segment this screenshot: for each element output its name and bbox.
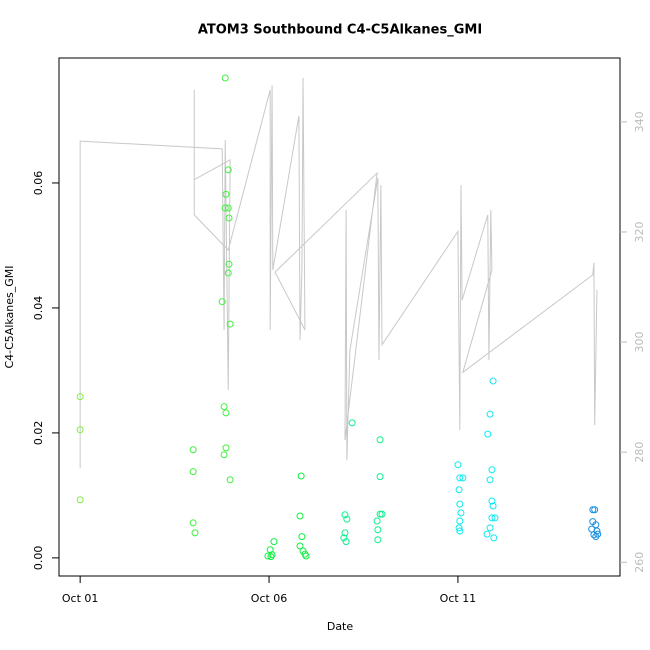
point	[489, 377, 497, 385]
point	[456, 527, 464, 535]
point	[218, 298, 226, 306]
point	[225, 260, 233, 268]
point	[457, 509, 465, 517]
plot-frame	[58, 57, 621, 577]
point	[343, 515, 351, 523]
point	[268, 551, 276, 559]
point	[267, 553, 275, 561]
point	[591, 506, 599, 514]
x-tick-label: Oct 01	[62, 592, 99, 605]
point	[297, 472, 305, 480]
point	[592, 533, 600, 541]
point	[301, 550, 309, 558]
point	[340, 534, 348, 542]
point	[456, 474, 464, 482]
point	[376, 510, 384, 518]
x-axis-label: Date	[327, 620, 354, 633]
point	[454, 461, 462, 469]
point	[374, 536, 382, 544]
point	[226, 476, 234, 484]
point	[296, 542, 304, 550]
point	[455, 524, 463, 532]
point	[484, 430, 492, 438]
point	[486, 524, 494, 532]
y-tick-label: 0.00	[32, 546, 45, 571]
point	[224, 269, 232, 277]
point	[76, 496, 84, 504]
point	[376, 436, 384, 444]
point	[302, 552, 310, 560]
point	[222, 190, 230, 198]
point	[226, 320, 234, 328]
point	[220, 403, 228, 411]
point	[590, 531, 598, 539]
y2-tick-label: 260	[633, 552, 646, 573]
y-tick-label: 0.04	[32, 296, 45, 321]
point	[225, 214, 233, 222]
point	[376, 473, 384, 481]
point	[456, 517, 464, 525]
point	[589, 506, 597, 514]
point	[224, 204, 232, 212]
point	[488, 466, 496, 474]
y-axis-label: C4-C5Alkanes_GMI	[3, 265, 16, 368]
point	[76, 393, 84, 401]
point	[224, 166, 232, 174]
point	[296, 512, 304, 520]
y2-tick-label: 280	[633, 442, 646, 463]
point	[342, 538, 350, 546]
point	[483, 530, 491, 538]
point	[222, 409, 230, 417]
x-tick-label: Oct 06	[251, 592, 288, 605]
point	[221, 204, 229, 212]
y-tick-label: 0.02	[32, 421, 45, 446]
point	[189, 519, 197, 527]
y2-tick-label: 320	[633, 221, 646, 242]
point	[378, 510, 386, 518]
point	[456, 500, 464, 508]
point	[374, 526, 382, 534]
point	[489, 502, 497, 510]
point	[486, 410, 494, 418]
point	[222, 444, 230, 452]
point	[341, 529, 349, 537]
y2-tick-label: 340	[633, 111, 646, 132]
point	[189, 446, 197, 454]
point	[490, 534, 498, 542]
point	[491, 514, 499, 522]
point	[488, 497, 496, 505]
x-tick-label: Oct 11	[440, 592, 477, 605]
y-tick-label: 0.06	[32, 171, 45, 196]
point	[486, 476, 494, 484]
point	[191, 529, 199, 537]
point	[270, 538, 278, 546]
point	[76, 426, 84, 434]
point	[221, 74, 229, 82]
point	[341, 511, 349, 519]
point	[189, 468, 197, 476]
point	[220, 451, 228, 459]
y2-line	[79, 77, 598, 469]
point	[348, 419, 356, 427]
chart-title: ATOM3 Southbound C4-C5Alkanes_GMI	[198, 23, 482, 38]
point	[264, 552, 272, 560]
y2-tick-label: 300	[633, 332, 646, 353]
point	[298, 533, 306, 541]
point	[455, 486, 463, 494]
point	[373, 517, 381, 525]
point	[488, 514, 496, 522]
point	[459, 474, 467, 482]
